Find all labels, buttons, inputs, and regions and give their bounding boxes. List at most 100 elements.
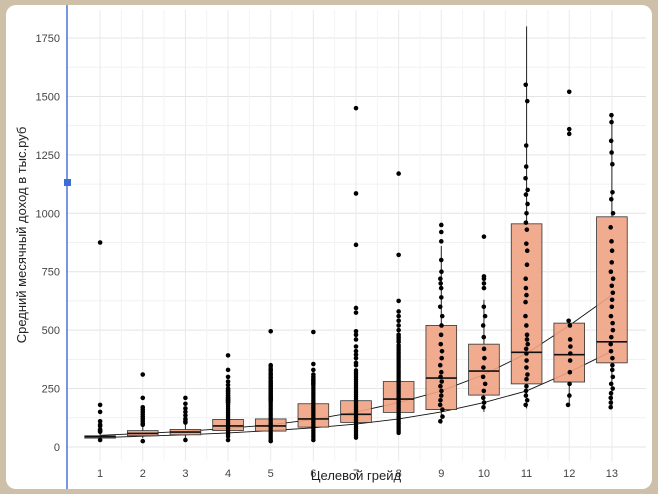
data-point <box>610 161 615 167</box>
data-point <box>608 395 614 401</box>
data-point <box>481 334 487 340</box>
data-point <box>438 418 443 424</box>
data-point <box>608 196 614 202</box>
y-axis-title: Средний месячный доход в тыс.руб <box>14 127 29 344</box>
data-point <box>438 383 443 389</box>
data-point <box>481 304 487 310</box>
data-point <box>311 377 316 382</box>
data-point <box>609 367 615 373</box>
x-tick-label: 5 <box>268 468 274 480</box>
data-point <box>440 414 445 419</box>
data-point <box>525 341 531 347</box>
data-point <box>609 304 615 310</box>
data-point <box>396 339 401 345</box>
data-point <box>437 362 443 368</box>
data-point <box>225 353 231 358</box>
data-point <box>353 332 359 338</box>
data-point <box>481 281 487 286</box>
data-point <box>523 285 529 291</box>
y-tick-label: 1500 <box>36 91 60 103</box>
data-point <box>481 400 487 405</box>
data-point <box>396 309 401 314</box>
data-point <box>311 361 316 367</box>
data-point <box>183 413 188 418</box>
data-point <box>97 423 103 429</box>
data-point <box>268 364 273 370</box>
y-tick-labels: 0 250 500 750 1000 1250 1500 1750 <box>36 33 60 454</box>
data-point <box>439 348 445 354</box>
data-point <box>396 298 401 304</box>
data-point <box>225 379 231 384</box>
y-tick-label: 1750 <box>36 33 60 45</box>
data-point <box>438 222 444 228</box>
box <box>596 216 628 364</box>
data-point <box>353 329 359 334</box>
data-point <box>396 323 401 328</box>
data-point <box>481 234 487 239</box>
data-point <box>523 346 529 352</box>
data-point <box>438 393 444 398</box>
data-point <box>311 329 316 335</box>
data-point <box>608 348 614 354</box>
y-tick-label: 1250 <box>36 150 60 162</box>
data-point <box>438 374 443 380</box>
data-point <box>567 393 572 398</box>
data-point <box>225 374 231 380</box>
data-point <box>353 355 359 361</box>
data-point <box>140 422 146 428</box>
data-point <box>567 323 573 328</box>
data-point <box>438 229 444 235</box>
data-point <box>396 342 401 348</box>
data-point <box>353 348 359 354</box>
data-point <box>183 395 188 401</box>
data-point <box>524 262 530 268</box>
data-point <box>609 260 615 265</box>
data-point <box>610 374 616 380</box>
data-point <box>481 365 486 370</box>
data-point <box>438 285 444 291</box>
data-point <box>566 131 572 137</box>
data-point <box>396 318 401 324</box>
data-point <box>225 367 231 373</box>
data-point <box>524 337 530 342</box>
data-point <box>523 82 529 88</box>
data-point <box>524 98 530 104</box>
data-point <box>183 437 188 443</box>
data-point <box>439 323 444 328</box>
data-point <box>523 192 529 197</box>
data-point <box>480 395 486 401</box>
data-point <box>608 400 614 405</box>
y-tick-label: 750 <box>42 267 60 279</box>
data-point <box>311 367 316 373</box>
data-point <box>481 388 487 394</box>
data-point <box>183 409 188 415</box>
data-point <box>610 355 615 361</box>
data-point <box>439 379 445 384</box>
data-point <box>97 429 103 435</box>
data-point <box>353 105 359 111</box>
data-point <box>565 402 571 408</box>
data-point <box>482 313 488 319</box>
data-point <box>567 337 573 342</box>
data-point <box>525 372 530 377</box>
data-point <box>268 329 274 334</box>
data-point <box>353 352 359 357</box>
data-point <box>524 227 530 232</box>
data-point <box>439 355 444 361</box>
data-points <box>97 82 616 444</box>
x-tick-label: 2 <box>140 468 146 480</box>
data-point <box>482 355 487 361</box>
data-point <box>480 323 486 328</box>
data-point <box>183 406 188 411</box>
data-point <box>396 327 401 333</box>
data-point <box>438 332 444 338</box>
data-point <box>439 295 444 300</box>
data-point <box>523 143 529 148</box>
x-tick-label: 3 <box>182 468 188 480</box>
edge-handle[interactable] <box>64 179 71 186</box>
data-point <box>140 395 146 401</box>
data-point <box>353 337 359 342</box>
data-point <box>610 362 615 368</box>
data-point <box>524 332 530 338</box>
data-point <box>438 281 443 286</box>
